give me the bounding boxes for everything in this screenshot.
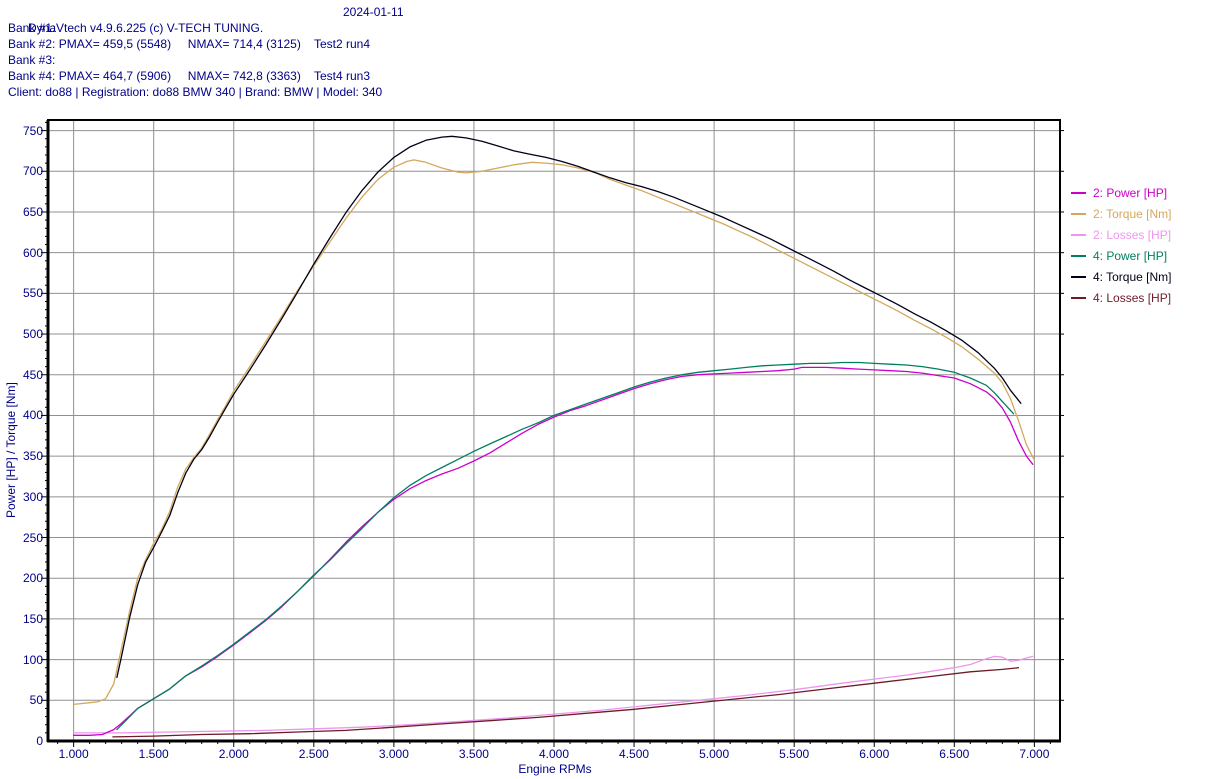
curve-power2 [72, 366, 1034, 736]
y-tick-label: 300 [22, 489, 43, 504]
x-tick-label: 2.500 [298, 747, 329, 761]
x-tick-label: 4.000 [538, 747, 570, 761]
report-header: DynaVtech v4.9.6.225 (c) V-TECH TUNING. … [8, 4, 404, 100]
y-tick-label: 50 [29, 693, 43, 708]
legend-item-torque2: 2: Torque [Nm] [1071, 203, 1171, 224]
report-date: 2024-01-11 [343, 5, 404, 19]
x-tick-label: 4.500 [619, 747, 650, 761]
legend-swatch-torque4 [1071, 275, 1086, 278]
y-tick-label: 650 [22, 204, 43, 219]
y-tick-label: 600 [22, 245, 43, 260]
y-tick-label: 500 [22, 327, 43, 342]
x-tick-label: 7.000 [1019, 747, 1050, 761]
bank2-summary: Bank #2: PMAX= 459,5 (5548) NMAX= 714,4 … [8, 37, 370, 51]
y-tick-label: 350 [22, 449, 43, 464]
x-tick-label: 1.500 [138, 747, 169, 761]
y-tick-label: 700 [22, 164, 43, 179]
app-title: DynaVtech v4.9.6.225 (c) V-TECH TUNING. [28, 21, 264, 35]
curve-losses4 [112, 667, 1020, 738]
bank3-summary: Bank #3: [8, 53, 56, 67]
y-tick-label: 400 [22, 408, 43, 423]
x-axis-title: Engine RPMs [518, 762, 592, 776]
legend-label-power4: 4: Power [HP] [1093, 248, 1168, 263]
y-axis-title: Power [HP] / Torque [Nm] [4, 382, 18, 518]
legend-swatch-torque2 [1071, 212, 1086, 215]
legend-item-power4: 4: Power [HP] [1071, 245, 1171, 266]
legend-swatch-losses2 [1071, 233, 1086, 236]
chart-legend: 2: Power [HP] 2: Torque [Nm] 2: Losses [HP… [1071, 182, 1171, 308]
bank4-summary: Bank #4: PMAX= 464,7 (5906) NMAX= 742,8 … [8, 69, 370, 83]
curve-power4 [116, 361, 1015, 731]
curve-losses2 [72, 655, 1034, 734]
legend-label-losses4: 4: Losses [HP] [1093, 290, 1172, 305]
y-tick-label: 450 [22, 367, 43, 382]
y-tick-label: 100 [22, 652, 43, 667]
bank1-summary: Bank #1: [8, 21, 56, 35]
x-tick-label: 6.500 [939, 747, 970, 761]
x-tick-label: 3.000 [378, 747, 409, 761]
curve-torque4 [116, 135, 1022, 679]
legend-swatch-power4 [1071, 254, 1086, 257]
legend-label-power2: 2: Power [HP] [1093, 185, 1168, 200]
legend-item-torque4: 4: Torque [Nm] [1071, 266, 1171, 287]
y-tick-label: 200 [22, 571, 43, 586]
legend-item-losses2: 2: Losses [HP] [1071, 224, 1171, 245]
y-tick-label: 750 [22, 123, 43, 138]
legend-swatch-power2 [1071, 191, 1086, 194]
x-tick-label: 5.000 [699, 747, 730, 761]
x-tick-label: 6.000 [859, 747, 890, 761]
legend-item-power2: 2: Power [HP] [1071, 182, 1171, 203]
legend-item-losses4: 4: Losses [HP] [1071, 287, 1171, 308]
legend-label-losses2: 2: Losses [HP] [1093, 227, 1172, 242]
x-tick-label: 3.500 [458, 747, 489, 761]
client-info-line: Client: do88 | Registration: do88 BMW 34… [8, 85, 383, 99]
legend-swatch-losses4 [1071, 296, 1086, 299]
app-title-line: DynaVtech v4.9.6.225 (c) V-TECH TUNING. … [8, 4, 403, 35]
legend-label-torque2: 2: Torque [Nm] [1093, 206, 1172, 221]
y-tick-label: 250 [22, 530, 43, 545]
curve-torque2 [72, 159, 1036, 706]
legend-label-torque4: 4: Torque [Nm] [1093, 269, 1172, 284]
x-tick-label: 5.500 [779, 747, 810, 761]
x-tick-label: 1.000 [58, 747, 89, 761]
y-tick-label: 550 [22, 286, 43, 301]
y-tick-label: 0 [36, 734, 43, 748]
y-tick-label: 150 [22, 611, 43, 626]
x-tick-label: 2.000 [218, 747, 249, 761]
